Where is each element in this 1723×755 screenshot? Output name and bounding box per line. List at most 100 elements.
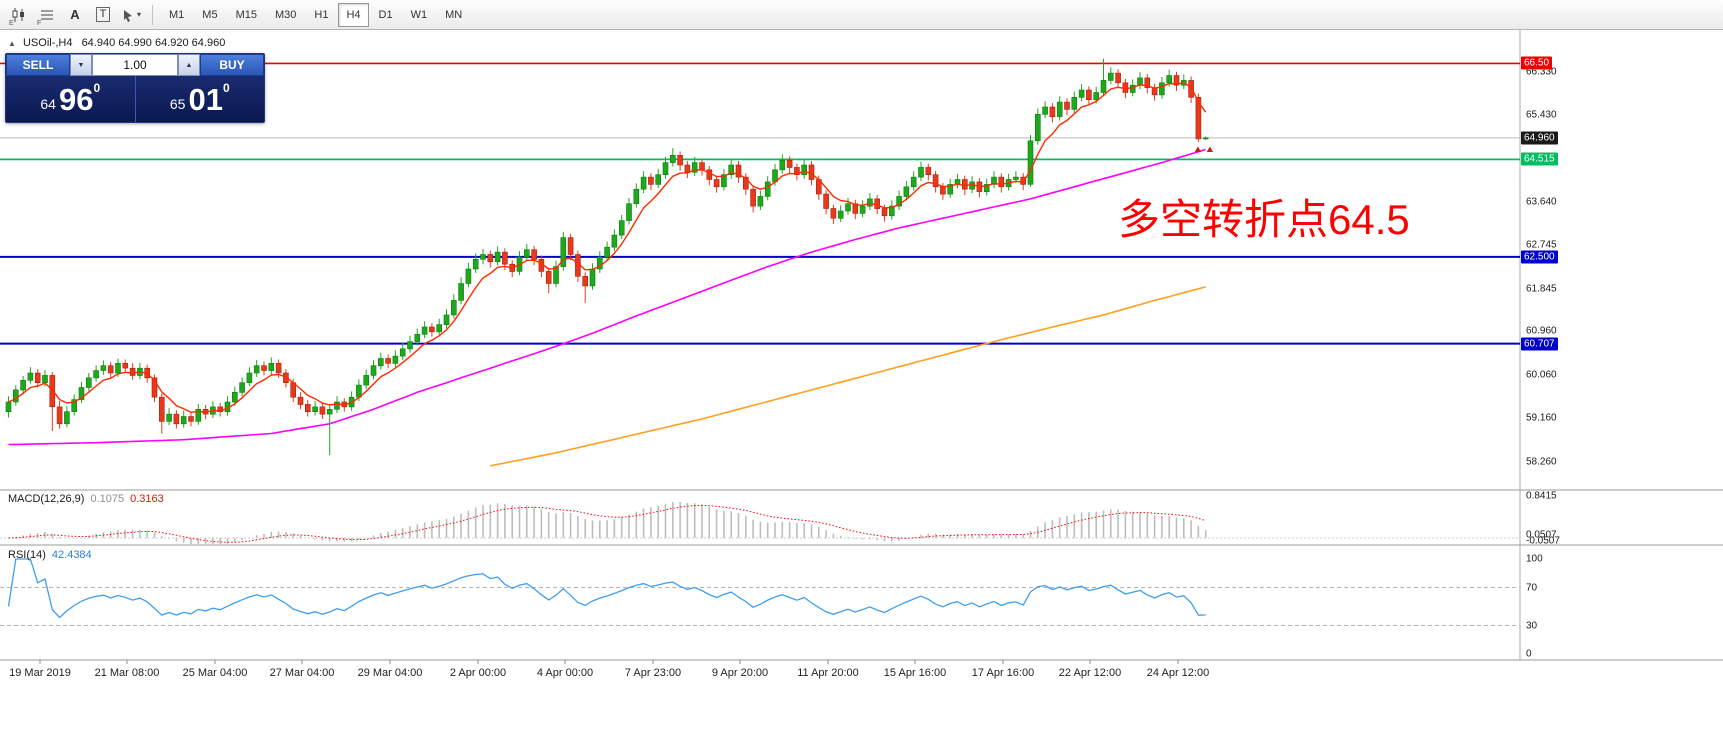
candle-body [567,237,574,255]
candle-body [392,355,399,364]
rsi-axis-label: 30 [1526,620,1538,631]
candle-body [5,401,12,412]
volume-input[interactable] [92,54,178,76]
object-list-button[interactable]: F [34,2,60,28]
timeframe-H1[interactable]: H1 [314,8,329,21]
time-axis-label: 24 Apr 12:00 [1146,667,1210,679]
candle-body [983,184,990,192]
buy-button[interactable]: BUY [200,54,264,76]
rsi-axis-label: 0 [1526,648,1532,660]
candle-body [721,174,727,188]
rsi-name: RSI(14) [8,549,46,561]
candle-body [669,155,676,163]
candle-body [1166,75,1172,84]
caret-up-icon: ▲ [185,61,193,69]
candle-body [246,372,253,383]
timeframe-M1[interactable]: M1 [169,8,185,21]
candle-body [1013,176,1019,180]
candle-body [71,399,77,413]
candle-body [523,249,530,258]
candle-body [830,208,837,219]
timeframe-M15[interactable]: M15 [235,8,257,21]
candle-body [604,246,610,258]
cursor-arrow-icon [123,9,132,22]
candle-body [1108,72,1114,81]
candle-body [49,375,56,408]
candle-body [166,413,172,422]
price-axis-badge-66.50: 66.50 [1521,56,1553,70]
time-axis-label: 29 Mar 04:00 [357,667,423,679]
toolbar-separator [152,4,153,25]
timeframe-H4[interactable]: H4 [338,2,369,27]
letter-a-icon: A [70,7,80,22]
bid-price[interactable]: 64 96 0 [6,76,135,122]
macd-signal-value: 0.3163 [130,493,164,505]
letter-t-icon: T [95,7,111,22]
candle-body [874,198,881,209]
annotation-tool-button[interactable]: A [62,2,88,28]
candle-body [180,416,187,425]
candle-body [159,396,165,422]
timeframe-M30[interactable]: M30 [274,8,297,21]
macd-axis-label: 0.0507 [1526,529,1557,541]
one-click-trade-panel: SELL ▼ ▲ BUY 64 96 0 65 01 0 [5,53,265,123]
candle-body [42,375,48,383]
trade-panel-quotes: 64 96 0 65 01 0 [6,76,264,122]
candle-body [436,324,443,333]
candle-body [56,406,63,425]
price-axis-label: 61.845 [1526,283,1557,295]
candle-body [903,186,910,197]
candle-body [918,167,924,178]
tool-sub-label: F [37,19,42,27]
candle-body [93,370,99,379]
chart-type-button[interactable]: E [6,2,32,28]
candle-body [275,362,282,374]
candle-body [932,174,939,188]
tool-sub-label: E [9,19,14,27]
shapes-tool-button[interactable]: ▾ [118,2,144,28]
candle-body [1115,72,1121,84]
candle-body [1042,106,1048,115]
candle-body [859,205,866,214]
candle-body [560,237,567,267]
candle-body [626,203,632,221]
trade-panel-collapse-icon[interactable]: ▲ [8,39,16,48]
candle-body [655,174,662,185]
time-axis-label: 17 Apr 16:00 [971,667,1035,679]
candle-body [801,164,808,175]
candle-body [684,164,691,173]
candle-body [699,162,705,171]
candle-body [1100,80,1107,93]
ask-sup-digit: 0 [222,81,230,95]
chart-annotation-text: 多空转折点64.5 [1118,196,1410,243]
candle-body [691,162,698,173]
ask-price[interactable]: 65 01 0 [136,76,265,122]
trade-arrow-icon [1194,146,1202,152]
timeframe-W1[interactable]: W1 [410,8,428,21]
candle-body [1020,176,1027,185]
price-axis-label: 59.160 [1526,412,1557,424]
volume-decrease-button[interactable]: ▼ [70,54,92,76]
timeframe-D1[interactable]: D1 [378,8,393,21]
candle-body [750,188,756,207]
candle-body [794,167,800,175]
time-axis-label: 9 Apr 20:00 [711,667,769,679]
candle-body [64,411,70,425]
sell-button[interactable]: SELL [6,54,70,76]
time-axis-label: 25 Mar 04:00 [182,667,248,679]
volume-increase-button[interactable]: ▲ [178,54,200,76]
timeframe-M5[interactable]: M5 [202,8,218,21]
candle-body [115,362,121,374]
macd-main-value: 0.1075 [90,493,125,505]
candle-body [326,408,333,415]
top-toolbar: E F A T ▾ M1 M5 M15 M30 H1 H4 D1 W1 MN [0,0,1723,30]
candle-body [991,176,997,185]
candle-body [122,362,129,369]
timeframe-MN[interactable]: MN [445,8,463,21]
price-axis-label: 60.060 [1526,369,1557,381]
candle-body [334,401,340,410]
text-tool-button[interactable]: T [90,2,116,28]
candle-body [1027,140,1034,185]
price-axis-badge-60.707: 60.707 [1521,337,1558,351]
